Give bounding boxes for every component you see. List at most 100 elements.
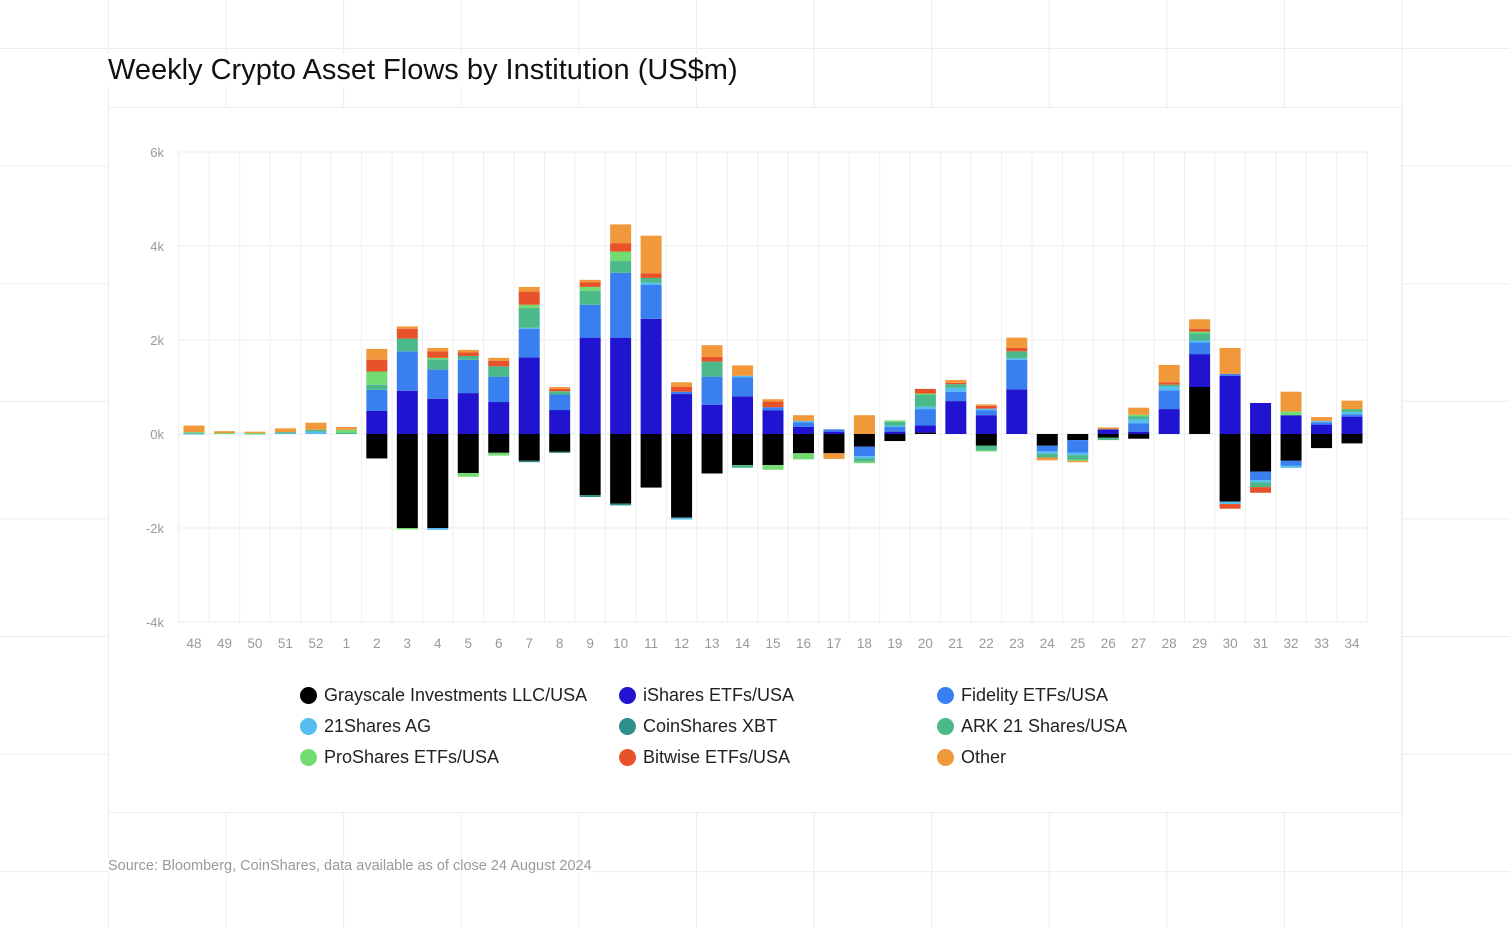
bar-segment-21shares-ag	[183, 433, 205, 435]
bar-segment-21shares-ag	[1311, 420, 1333, 423]
bar-segment-ark-21-shares-usa	[1097, 437, 1119, 441]
x-tick-label: 8	[556, 636, 564, 651]
x-tick-label: 51	[278, 636, 293, 651]
bar-segment-ark-21-shares-usa	[1036, 453, 1058, 458]
bar-segment-ishares-etfs-usa	[975, 415, 997, 434]
bar-segment-other	[1219, 347, 1241, 374]
bar-segment-proshares-etfs-usa	[1280, 411, 1302, 416]
x-tick-label: 30	[1223, 636, 1238, 651]
y-tick-label: -2k	[146, 521, 165, 536]
bar-segment-other	[610, 224, 632, 244]
y-tick-label: -4k	[146, 615, 165, 630]
x-tick-label: 14	[735, 636, 751, 651]
bar-segment-ark-21-shares-usa	[366, 384, 388, 390]
bar-segment-21shares-ag	[853, 456, 875, 459]
x-tick-label: 12	[674, 636, 689, 651]
bar-segment-other	[579, 279, 601, 283]
bar-segment-grayscale-investments-llc-usa	[579, 434, 601, 496]
bar-segment-fidelity-etfs-usa	[396, 351, 418, 391]
bar-segment-fidelity-etfs-usa	[488, 376, 510, 403]
bar-segment-proshares-etfs-usa	[1128, 414, 1150, 417]
bar-segment-21shares-ag	[1067, 452, 1089, 456]
bar-segment-fidelity-etfs-usa	[1158, 390, 1180, 410]
legend: Grayscale Investments LLC/USA iShares ETF…	[300, 684, 1237, 768]
bar-segment-other	[1189, 319, 1211, 329]
bar-segment-fidelity-etfs-usa	[610, 272, 632, 338]
legend-swatch-icon	[619, 748, 636, 766]
bar-segment-fidelity-etfs-usa	[1128, 423, 1150, 432]
bar-segment-ark-21-shares-usa	[518, 308, 540, 328]
x-tick-label: 2	[373, 636, 381, 651]
bar-segment-fidelity-etfs-usa	[853, 446, 875, 457]
bar-segment-fidelity-etfs-usa	[1036, 445, 1058, 452]
bar-segment-proshares-etfs-usa	[518, 304, 540, 309]
x-tick-label: 27	[1131, 636, 1146, 651]
bar-segment-fidelity-etfs-usa	[1219, 373, 1241, 376]
bar-segment-proshares-etfs-usa	[1067, 459, 1089, 461]
chart-title: Weekly Crypto Asset Flows by Institution…	[108, 54, 738, 87]
x-tick-label: 7	[525, 636, 533, 651]
bar-segment-ark-21-shares-usa	[1128, 416, 1150, 420]
bar-segment-fidelity-etfs-usa	[549, 394, 571, 411]
bar-segment-fidelity-etfs-usa	[457, 359, 479, 394]
bar-segment-other	[488, 357, 510, 361]
bar-segment-grayscale-investments-llc-usa	[1219, 434, 1241, 502]
bar-segment-grayscale-investments-llc-usa	[884, 434, 906, 442]
bar-segment-other	[853, 415, 875, 434]
bar-segment-bitwise-etfs-usa	[1006, 347, 1028, 352]
bar-segment-grayscale-investments-llc-usa	[1097, 434, 1119, 438]
bar-segment-bitwise-etfs-usa	[1219, 504, 1241, 509]
bar-segment-grayscale-investments-llc-usa	[1280, 434, 1302, 461]
bar-segment-fidelity-etfs-usa	[1067, 440, 1089, 453]
bar-segment-ishares-etfs-usa	[610, 337, 632, 434]
bar-segment-other	[1067, 460, 1089, 463]
bar-segment-ark-21-shares-usa	[274, 432, 296, 434]
bar-segment-bitwise-etfs-usa	[579, 282, 601, 287]
bar-segment-ishares-etfs-usa	[1280, 415, 1302, 434]
bar-segment-fidelity-etfs-usa	[945, 391, 967, 402]
x-tick-label: 10	[613, 636, 628, 651]
x-tick-label: 22	[979, 636, 994, 651]
bar-segment-other	[762, 399, 784, 402]
bar-segment-21shares-ag	[427, 528, 449, 530]
bar-segment-proshares-etfs-usa	[488, 452, 510, 456]
legend-item: Bitwise ETFs/USA	[619, 746, 937, 768]
bar-segment-bitwise-etfs-usa	[945, 382, 967, 385]
bar-segment-grayscale-investments-llc-usa	[732, 434, 754, 466]
legend-swatch-icon	[300, 748, 317, 766]
chart-card	[108, 107, 1402, 813]
bar-segment-grayscale-investments-llc-usa	[640, 434, 662, 488]
bar-segment-other	[701, 345, 723, 357]
bar-segment-ishares-etfs-usa	[640, 318, 662, 434]
bar-segment-fidelity-etfs-usa	[518, 328, 540, 358]
bar-segment-coinshares-xbt	[549, 451, 571, 453]
bar-segment-grayscale-investments-llc-usa	[792, 434, 814, 454]
bar-segment-bitwise-etfs-usa	[762, 401, 784, 408]
y-tick-label: 2k	[150, 333, 164, 348]
bar-segment-bitwise-etfs-usa	[396, 328, 418, 339]
bar-segment-ark-21-shares-usa	[579, 290, 601, 305]
legend-label: iShares ETFs/USA	[643, 684, 795, 705]
bar-segment-fidelity-etfs-usa	[427, 369, 449, 399]
bar-segment-other	[213, 431, 235, 434]
bar-segment-other	[366, 348, 388, 360]
x-tick-label: 49	[217, 636, 232, 651]
bar-segment-ark-21-shares-usa	[1341, 409, 1363, 412]
bar-segment-other	[457, 349, 479, 353]
x-tick-label: 18	[857, 636, 872, 651]
bar-segment-grayscale-investments-llc-usa	[975, 434, 997, 446]
bar-segment-ishares-etfs-usa	[1311, 424, 1333, 434]
bar-segment-21shares-ag	[914, 406, 936, 410]
bar-segment-ishares-etfs-usa	[884, 431, 906, 434]
bar-segment-ishares-etfs-usa	[1097, 429, 1119, 434]
bar-segment-21shares-ag	[1189, 340, 1211, 343]
bar-segment-grayscale-investments-llc-usa	[396, 434, 418, 528]
bar-segment-21shares-ag	[274, 433, 296, 435]
bar-segment-grayscale-investments-llc-usa	[1067, 434, 1089, 441]
bar-segment-other	[1097, 427, 1119, 430]
bar-segment-21shares-ag	[305, 431, 327, 434]
y-tick-label: 0k	[150, 427, 164, 442]
bar-segment-fidelity-etfs-usa	[975, 410, 997, 416]
bar-segment-ishares-etfs-usa	[1128, 431, 1150, 434]
bar-segment-fidelity-etfs-usa	[1189, 342, 1211, 355]
